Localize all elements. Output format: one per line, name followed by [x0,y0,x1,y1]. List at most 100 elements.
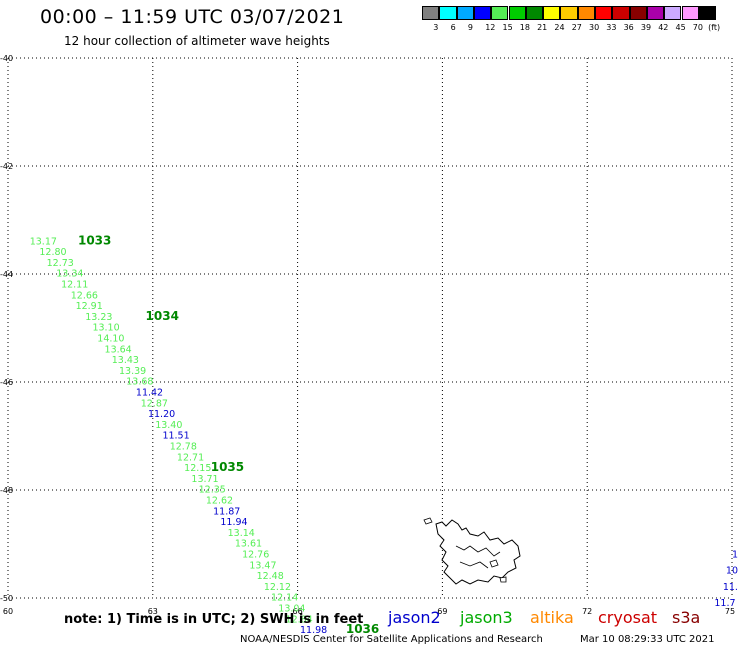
colorbar-swatch [525,6,544,20]
islet [499,576,507,583]
colorbar-swatch [664,6,682,20]
track-point-value: 13.64 [105,344,132,355]
track-point-value: 12.66 [71,290,98,301]
colorbar-label: 12 [485,23,496,32]
map-grid [7,57,733,599]
colorbar-swatch [560,6,578,20]
lon-tick-label: 63 [148,607,158,616]
track-point-value: 13.68 [126,377,153,388]
colorbar-unit: (ft) [708,23,721,32]
colorbar-swatch [491,6,509,20]
track-point-value: 11.51 [162,431,189,442]
colorbar-swatch [508,6,526,20]
lon-tick-label: 60 [3,607,13,616]
colorbar-swatch [646,6,665,20]
track-point-value: 13.14 [228,528,255,539]
track-time-label: 1034 [146,309,179,323]
satellite-legend-altika: altika [530,608,574,627]
colorbar-swatch [629,6,647,20]
lat-tick-label: -46 [0,378,13,387]
track-point-value: 12.48 [257,571,284,582]
colorbar-label: 21 [537,23,548,32]
track-point-value: 12.91 [76,301,103,312]
page-subtitle: 12 hour collection of altimeter wave hei… [64,34,330,48]
colorbar-swatch [681,6,699,20]
colorbar-swatch [473,6,492,20]
colorbar-label: 18 [519,23,530,32]
colorbar-swatch [422,6,440,20]
satellite-legend-cryosat: cryosat [598,608,658,627]
island-inner-coast [455,545,501,569]
track-point-value: 11.98 [300,625,327,636]
track-point-value: 14.10 [97,334,124,345]
track-point-value: 13.61 [235,539,262,550]
colorbar-swatch [543,6,561,20]
track-point-value: 13.17 [30,236,57,247]
track-point-value: 10 [726,566,738,577]
track-point-value: 12.73 [47,258,74,269]
map-tick-labels: -40 -42 -44 -46 -48 -50 60 63 66 69 72 75 [0,54,735,616]
islet [489,559,499,568]
track-point-value: 13.04 [278,604,305,615]
lon-tick-label: 72 [582,607,592,616]
colorbar-label: 27 [571,23,582,32]
colorbar-label: 39 [640,23,652,32]
track-point-value: 13.39 [119,366,146,377]
track-point-value: 12.84 [286,614,313,625]
track-time-label: 1036 [346,622,379,636]
colorbar-label: 6 [450,23,456,32]
track-point-value: 11.42 [136,388,163,399]
track-point-value: 12.62 [206,496,233,507]
track-point-value: 11. [723,582,738,593]
satellite-legend-jason2: jason2 [388,608,441,627]
track-point-value: 13.71 [191,474,218,485]
lat-tick-label: -42 [0,162,13,171]
islet [423,517,433,525]
track-point-value: 11.87 [213,506,240,517]
satellite-legend-s3a: s3a [672,608,701,627]
track-point-value: 12.71 [177,452,204,463]
track-time-label: 1035 [211,460,244,474]
track-point-value: 12.35 [199,485,226,496]
page-title: 00:00 – 11:59 UTC 03/07/2021 [40,6,345,28]
colorbar-label: 3 [433,23,439,32]
track-time-labels: 1033 1034 1035 1036 [78,233,379,636]
colorbar-label: 70 [692,23,703,32]
satellite-legend-jason3: jason3 [460,608,513,627]
lat-tick-label: -40 [0,54,13,63]
colorbar-label: 33 [606,23,617,32]
track-point-value: 13.23 [85,312,112,323]
lon-tick-label: 75 [725,607,735,616]
track-point-value: 12.12 [264,582,291,593]
track-time-label: 1033 [78,233,111,247]
footer-credit: NOAA/NESDIS Center for Satellite Applica… [240,634,543,645]
track-point-value: 11.20 [148,409,175,420]
colorbar-swatch [612,6,630,20]
colorbar-label: 36 [623,23,634,32]
track-point-value: 12.11 [61,280,88,291]
track-point-value: 13.10 [92,323,119,334]
colorbar-swatch [595,6,613,20]
colorbar-label: 30 [589,23,600,32]
footer-note: note: 1) Time is in UTC; 2) SWH is in fe… [64,612,364,627]
footer-timestamp: Mar 10 08:29:33 UTC 2021 [580,634,715,645]
track-point-value: 12.87 [141,398,168,409]
colorbar-label: 45 [675,23,686,32]
colorbar-swatch [698,6,717,20]
colorbar-label: 42 [658,23,669,32]
track-point-value: 12.14 [271,593,298,604]
colorbar-label: 15 [502,23,513,32]
track-point-value: 1 [732,550,738,561]
lon-tick-label: 66 [293,607,303,616]
track-point-value: 13.40 [155,420,182,431]
lat-tick-label: -44 [0,270,13,279]
track-point-value: 12.15 [184,463,211,474]
lon-tick-label: 69 [437,607,447,616]
track-point-value: 13.34 [56,269,83,280]
colorbar-label: 24 [554,23,565,32]
colorbar-swatch [577,6,595,20]
track-point-value: 11.94 [220,517,247,528]
track-point-value: 13.47 [249,560,276,571]
